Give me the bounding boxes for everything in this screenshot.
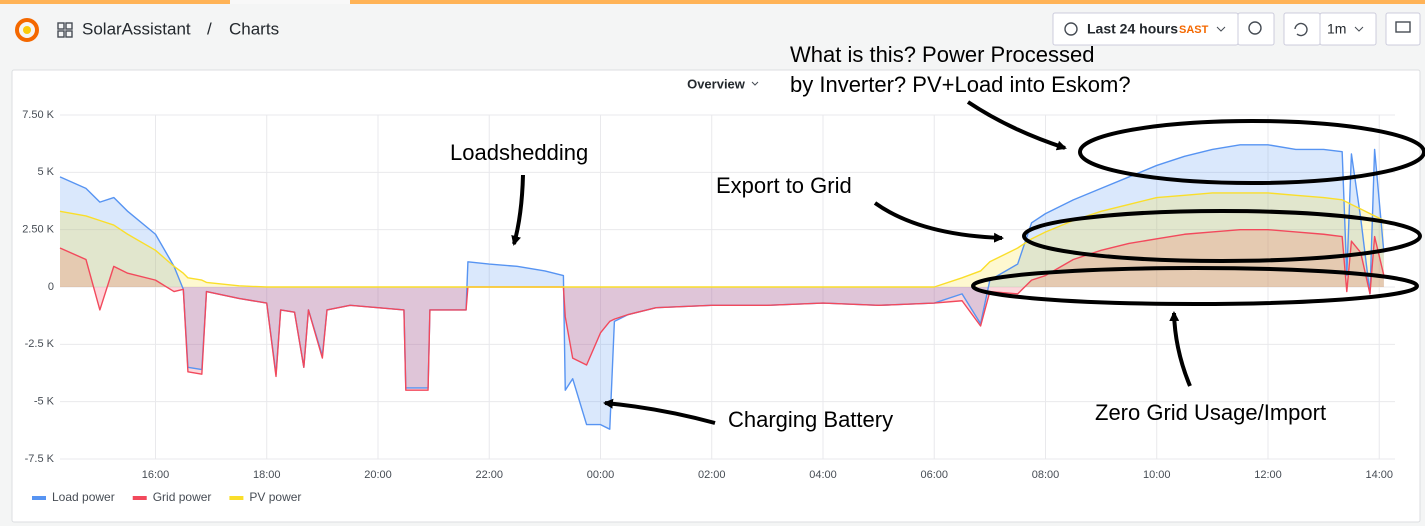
annotation-ellipse	[971, 266, 1419, 306]
annotation: Zero Grid Usage/Import	[1095, 400, 1326, 425]
plot: 7.50 K 5 K 2.50 K 0 -2.5 K -5 K -7.5 K 16:00 18:…	[22, 109, 1395, 504]
y-tick-label: -5 K	[34, 396, 55, 408]
x-tick-label: 16:00	[142, 469, 170, 481]
chevron	[1354, 26, 1364, 32]
x-tick-label: 04:00	[809, 469, 837, 481]
annotation-arrow	[1169, 311, 1192, 387]
refresh-button[interactable]	[1283, 12, 1321, 46]
annotations	[511, 100, 1425, 425]
annotation-arrow	[966, 100, 1067, 151]
annotation-ellipse	[1078, 119, 1425, 185]
chevron	[751, 81, 759, 86]
y-tick-label: 2.50 K	[22, 224, 54, 236]
annotation: by Inverter? PV+Load into Eskom?	[790, 72, 1131, 97]
x-tick-label: 22:00	[475, 469, 503, 481]
y-tick-label: 5 K	[37, 166, 54, 178]
series-area	[60, 229, 1384, 391]
x-tick-label: 18:00	[253, 469, 281, 481]
tv-mode-button[interactable]	[1385, 12, 1421, 46]
legend-label[interactable]: Grid power	[153, 490, 212, 504]
series-line	[59, 228, 1385, 391]
annotation: Loadshedding	[450, 140, 588, 165]
loading-bar	[0, 0, 1425, 4]
legend-label[interactable]: Load power	[52, 490, 115, 504]
series-line	[59, 192, 1385, 288]
zoom-out-button[interactable]	[1237, 12, 1275, 46]
x-tick-label: 12:00	[1254, 469, 1282, 481]
chevron	[1216, 26, 1226, 32]
grafana-logo[interactable]	[15, 18, 39, 42]
y-tick-label: 0	[48, 281, 54, 293]
x-tick-label: 00:00	[587, 469, 615, 481]
annotation-ellipse	[1022, 209, 1422, 263]
y-tick-label: -2.5 K	[25, 338, 55, 350]
y-tick-label: 7.50 K	[22, 109, 54, 121]
refresh-interval[interactable]	[1319, 12, 1377, 46]
annotation-arrow	[603, 398, 716, 425]
annotation: What is this? Power Processed	[790, 42, 1094, 67]
x-tick-label: 08:00	[1032, 469, 1060, 481]
tv-icon	[1395, 21, 1411, 33]
refresh-icon	[1294, 22, 1308, 37]
legend-label[interactable]: PV power	[249, 490, 301, 504]
x-tick-label: 06:00	[920, 469, 948, 481]
panel	[11, 69, 1421, 523]
breadcrumb-separator: /	[207, 19, 212, 38]
x-tick-label: 14:00	[1365, 469, 1393, 481]
annotation-arrow	[511, 174, 525, 246]
grafana-logo-core	[23, 26, 31, 34]
annotation: Export to Grid	[716, 173, 852, 198]
x-tick-label: 02:00	[698, 469, 726, 481]
loading-bar-gap	[230, 0, 350, 4]
time-range: Last 24 hours	[1087, 21, 1178, 37]
refresh-interval-label: 1m	[1327, 21, 1346, 37]
clock-icon	[1064, 22, 1078, 36]
annotation-arrow	[873, 201, 1004, 243]
dashboards-icon[interactable]	[57, 22, 73, 38]
annotation: Charging Battery	[728, 407, 893, 432]
timezone: SAST	[1179, 24, 1209, 36]
x-tick-label: 10:00	[1143, 469, 1171, 481]
panel-title[interactable]: Overview	[687, 76, 746, 91]
series-area	[60, 192, 1384, 287]
x-tick-label: 20:00	[364, 469, 392, 481]
breadcrumb-app[interactable]: SolarAssistant	[82, 19, 191, 38]
zoom-icon	[1248, 21, 1262, 35]
breadcrumb-page[interactable]: Charts	[229, 19, 279, 38]
y-tick-label: -7.5 K	[25, 453, 55, 465]
